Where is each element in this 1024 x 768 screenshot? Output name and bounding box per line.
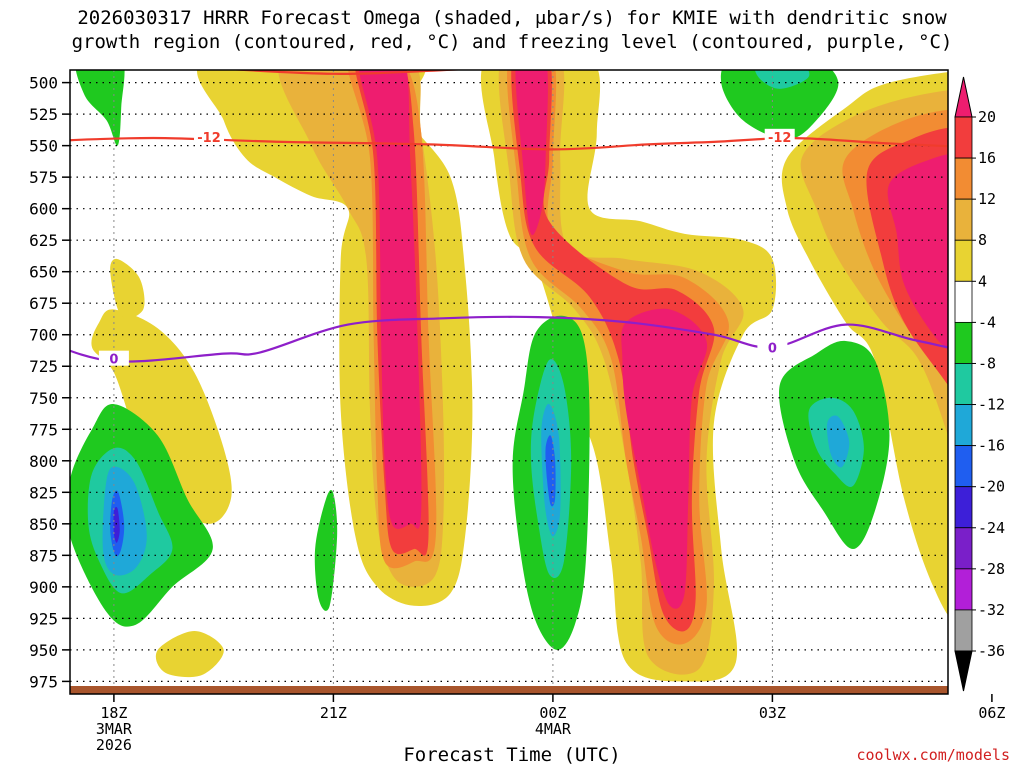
- omega-region-9: [515, 70, 548, 236]
- y-tick-label-750: 750: [29, 389, 58, 408]
- colorbar-label-10: -24: [978, 519, 1005, 537]
- contour-minus12-label-2-bg: [764, 128, 795, 144]
- y-tick-label-650: 650: [29, 263, 58, 282]
- colorbar: 20 16 12 8 4 -4 -8 -12 -16 -20 -24 -28 -32 -36: [954, 76, 1005, 692]
- y-tick-label-925: 925: [29, 609, 58, 628]
- contour-0-line: [70, 315, 948, 363]
- colorbar-label-8: -16: [978, 437, 1005, 455]
- omega-region-39: [1003, 524, 1024, 656]
- y-tick-label-825: 825: [29, 483, 58, 502]
- omega-region-21: [155, 631, 224, 678]
- colorbar-bin-12: [954, 609, 973, 652]
- colorbar-bin-4: [954, 280, 973, 323]
- colorbar-bin-2: [954, 198, 973, 241]
- y-tick-label-675: 675: [29, 294, 58, 313]
- colorbar-label-6: -8: [978, 354, 996, 372]
- colorbar-label-11: -28: [978, 560, 1005, 578]
- y-tick-label-975: 975: [29, 672, 58, 691]
- colorbar-bin-7: [954, 404, 973, 447]
- colorbar-label-1: 16: [978, 149, 996, 167]
- colorbar-bin-6: [954, 363, 973, 405]
- x-tick-label-0-1: 3MAR: [96, 720, 133, 738]
- contour-minus12-upper-line: [227, 70, 473, 75]
- y-tick-label-800: 800: [29, 452, 58, 471]
- plot-frame: [69, 69, 949, 695]
- y-tick-label-625: 625: [29, 231, 58, 250]
- title-line-2: growth region (contoured, red, °C) and f…: [71, 31, 953, 53]
- y-tick-label-775: 775: [29, 420, 58, 439]
- omega-region-22: [75, 70, 125, 146]
- contour-0-label-1-bg: [98, 350, 129, 366]
- credit-text: coolwx.com/models: [856, 746, 1010, 764]
- x-axis: 18Z3MAR202621Z00Z4MAR03Z06Z09Z: [96, 694, 1005, 754]
- colorbar-label-5: -4: [978, 313, 996, 331]
- contour-minus12-label-1-bg: [194, 128, 225, 144]
- terrain-bar: [70, 686, 948, 694]
- colorbar-label-12: -32: [978, 601, 1005, 619]
- x-axis-label: Forecast Time (UTC): [403, 744, 621, 766]
- colorbar-label-7: -12: [978, 396, 1005, 414]
- colorbar-bin-0: [954, 116, 973, 159]
- colorbar-label-3: 8: [978, 231, 987, 249]
- y-tick-label-525: 525: [29, 105, 58, 124]
- y-tick-label-950: 950: [29, 641, 58, 660]
- y-tick-label-575: 575: [29, 168, 58, 187]
- colorbar-bin-1: [954, 157, 973, 200]
- contours: -12 -12 0 0: [70, 70, 948, 368]
- y-tick-label-725: 725: [29, 357, 58, 376]
- x-tick-label-6-1: 4MAR: [535, 720, 572, 738]
- colorbar-label-13: -36: [978, 642, 1005, 660]
- x-tick-label-0-2: 2026: [96, 736, 132, 754]
- colorbar-bin-9: [954, 486, 973, 529]
- y-tick-label-550: 550: [29, 137, 58, 156]
- omega-region-35: [826, 415, 850, 468]
- colorbar-bin-8: [954, 445, 973, 488]
- colorbar-label-4: 4: [978, 272, 987, 290]
- colorbar-bin-10: [954, 527, 973, 570]
- omega-region-4: [358, 70, 422, 529]
- colorbar-top-arrow: [954, 76, 973, 118]
- contour-minus12-line: [70, 136, 948, 151]
- y-tick-label-875: 875: [29, 546, 58, 565]
- x-tick-label-12-0: 06Z: [978, 704, 1005, 722]
- y-tick-label-500: 500: [29, 74, 58, 93]
- y-tick-label-900: 900: [29, 578, 58, 597]
- colorbar-bin-5: [954, 321, 973, 364]
- omega-region-45: [754, 70, 810, 89]
- omega-region-32: [545, 435, 556, 507]
- x-tick-label-0-0: 18Z: [100, 704, 127, 722]
- y-tick-label-700: 700: [29, 326, 58, 345]
- colorbar-bin-3: [954, 239, 973, 282]
- colorbar-bottom-arrow: [954, 650, 973, 692]
- colorbar-label-9: -20: [978, 478, 1005, 496]
- omega-region-17: [887, 154, 948, 350]
- y-tick-label-600: 600: [29, 200, 58, 219]
- gridlines: [70, 70, 948, 694]
- y-axis: 500 525 550 575 600 625 650 675 700 725 750 775 800 8…: [29, 74, 70, 691]
- omega-region-10: [621, 308, 708, 609]
- colorbar-label-0: 20: [978, 108, 996, 126]
- contour-minus12-label-2: -12: [768, 131, 792, 146]
- omega-region-27: [113, 506, 120, 543]
- x-tick-label-6-0: 00Z: [539, 704, 566, 722]
- omega-region-28: [314, 489, 338, 611]
- chart-title: 2026030317 HRRR Forecast Omega (shaded, …: [0, 6, 1024, 54]
- y-tick-label-850: 850: [29, 515, 58, 534]
- contour-0-label-1: 0: [109, 353, 118, 368]
- contour-0-label-2: 0: [768, 341, 777, 356]
- contour-minus12-label-1: -12: [197, 131, 221, 146]
- title-line-1: 2026030317 HRRR Forecast Omega (shaded, …: [77, 7, 947, 29]
- x-tick-label-3-0: 21Z: [320, 704, 347, 722]
- x-tick-label-9-0: 03Z: [759, 704, 786, 722]
- omega-region-44: [720, 70, 839, 140]
- contour-0-label-2-bg: [757, 339, 788, 355]
- colorbar-label-2: 12: [978, 190, 996, 208]
- colorbar-bin-11: [954, 568, 973, 611]
